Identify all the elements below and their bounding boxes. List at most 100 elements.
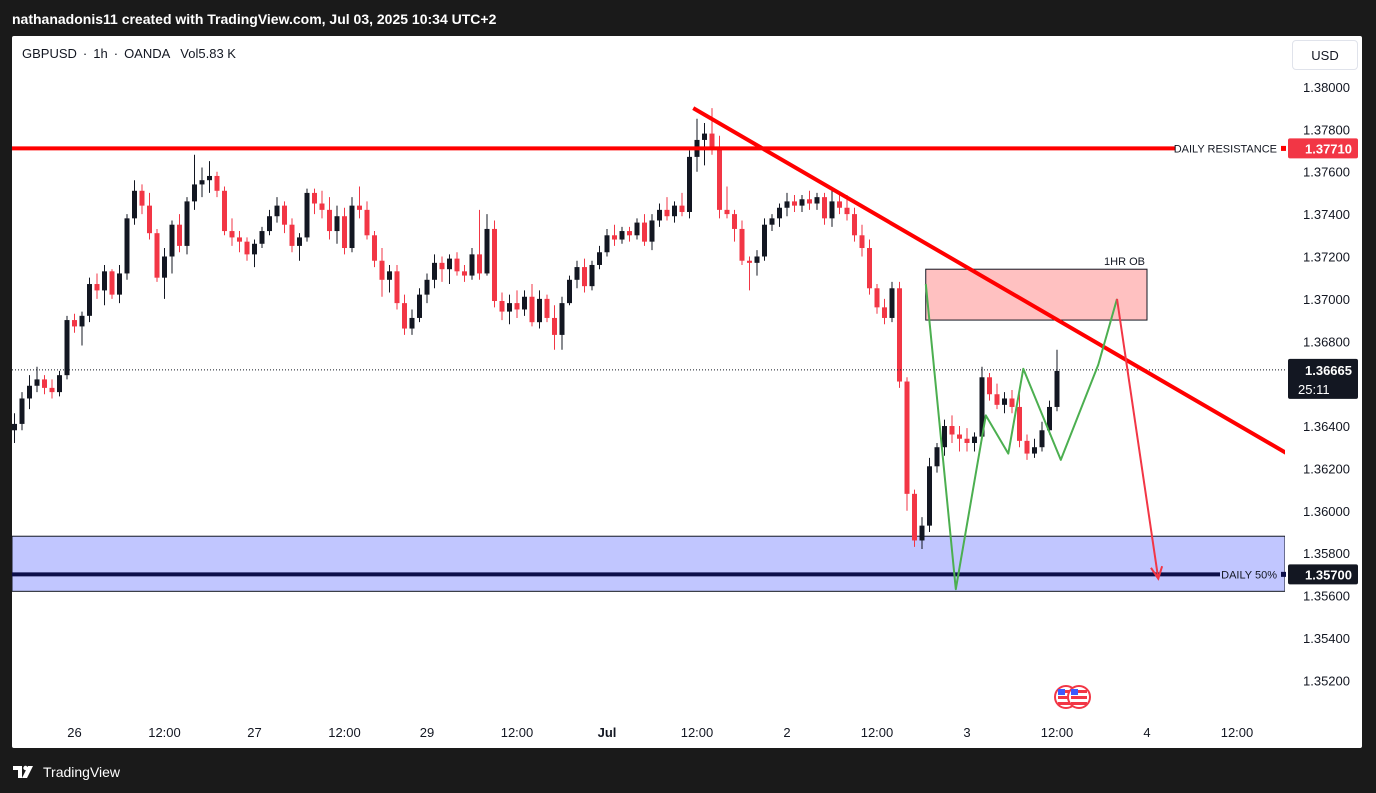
candle-body[interactable] xyxy=(544,298,550,318)
candle-body[interactable] xyxy=(1009,398,1015,407)
candle-body[interactable] xyxy=(229,231,235,238)
candle-body[interactable] xyxy=(117,273,122,295)
candle-body[interactable] xyxy=(1024,440,1030,454)
candle-body[interactable] xyxy=(604,235,610,253)
candle-body[interactable] xyxy=(859,235,865,249)
candle-body[interactable] xyxy=(799,199,805,206)
candle-body[interactable] xyxy=(919,525,925,541)
candle-body[interactable] xyxy=(1039,430,1045,448)
candle-body[interactable] xyxy=(372,235,377,261)
candle-body[interactable] xyxy=(844,207,850,215)
candle-body[interactable] xyxy=(102,271,107,291)
candle-body[interactable] xyxy=(852,214,857,236)
candle-body[interactable] xyxy=(507,303,512,312)
candle-body[interactable] xyxy=(162,256,167,278)
candle-body[interactable] xyxy=(829,201,835,219)
candle-body[interactable] xyxy=(987,377,992,395)
candle-body[interactable] xyxy=(529,296,535,323)
candle-body[interactable] xyxy=(567,279,572,304)
candle-body[interactable] xyxy=(447,258,452,270)
candle-body[interactable] xyxy=(784,201,790,208)
candle-body[interactable] xyxy=(717,148,722,210)
candle-body[interactable] xyxy=(327,209,332,232)
timeframe[interactable]: 1h xyxy=(93,46,108,61)
candle-body[interactable] xyxy=(154,233,160,278)
candle-body[interactable] xyxy=(42,379,47,388)
candle-body[interactable] xyxy=(49,387,55,393)
candle-body[interactable] xyxy=(597,252,602,265)
candle-body[interactable] xyxy=(72,320,77,327)
candle-body[interactable] xyxy=(664,209,670,217)
candle-body[interactable] xyxy=(484,228,490,274)
candle-body[interactable] xyxy=(657,209,662,221)
candle-body[interactable] xyxy=(777,207,782,219)
tradingview-brand[interactable]: TradingView xyxy=(13,764,120,780)
candle-body[interactable] xyxy=(972,436,977,443)
trend-line[interactable] xyxy=(692,106,1334,481)
candle-body[interactable] xyxy=(679,205,685,212)
candle-body[interactable] xyxy=(237,237,242,242)
candle-body[interactable] xyxy=(342,216,347,249)
candle-body[interactable] xyxy=(79,315,85,327)
candle-body[interactable] xyxy=(27,385,32,399)
candle-body[interactable] xyxy=(12,423,17,431)
candle-body[interactable] xyxy=(394,271,400,304)
candle-body[interactable] xyxy=(252,243,257,255)
candle-body[interactable] xyxy=(57,375,62,393)
candle-body[interactable] xyxy=(439,262,445,270)
candle-body[interactable] xyxy=(1002,398,1007,405)
candle-body[interactable] xyxy=(769,218,775,225)
candle-body[interactable] xyxy=(267,216,272,232)
candle-body[interactable] xyxy=(64,320,70,376)
candle-body[interactable] xyxy=(402,303,407,329)
candle-body[interactable] xyxy=(94,284,100,291)
candle-body[interactable] xyxy=(207,175,212,181)
order-block-annotation[interactable]: 1HR OB xyxy=(1104,256,1145,268)
candle-body[interactable] xyxy=(514,303,520,310)
candle-body[interactable] xyxy=(979,377,985,437)
candle-body[interactable] xyxy=(964,438,970,443)
candle-body[interactable] xyxy=(867,248,872,289)
candle-body[interactable] xyxy=(387,271,392,280)
projection-arrow[interactable] xyxy=(1116,298,1160,579)
candle-body[interactable] xyxy=(702,133,707,140)
candle-body[interactable] xyxy=(814,197,820,204)
candle-body[interactable] xyxy=(297,237,302,246)
volume-indicator[interactable]: Vol5.83 K xyxy=(180,46,236,61)
candle-body[interactable] xyxy=(837,201,842,208)
candle-body[interactable] xyxy=(582,267,587,287)
candle-body[interactable] xyxy=(87,284,92,316)
candle-body[interactable] xyxy=(274,205,280,217)
candle-body[interactable] xyxy=(822,197,827,219)
candle-body[interactable] xyxy=(732,214,737,229)
candle-body[interactable] xyxy=(552,317,557,335)
symbol-legend[interactable]: GBPUSD · 1h · OANDA Vol5.83 K xyxy=(22,46,236,61)
candle-body[interactable] xyxy=(574,267,580,280)
candle-body[interactable] xyxy=(109,271,115,295)
candle-body[interactable] xyxy=(319,203,325,210)
candle-body[interactable] xyxy=(709,133,715,149)
candle-body[interactable] xyxy=(1032,447,1037,454)
candle-body[interactable] xyxy=(874,288,880,308)
candle-body[interactable] xyxy=(672,205,677,217)
candle-body[interactable] xyxy=(957,434,962,439)
projection-path[interactable] xyxy=(924,283,1118,591)
candle-body[interactable] xyxy=(379,260,385,280)
candle-body[interactable] xyxy=(289,224,295,246)
candle-body[interactable] xyxy=(177,224,182,246)
candle-body[interactable] xyxy=(312,192,317,204)
candle-body[interactable] xyxy=(882,307,887,318)
candle-body[interactable] xyxy=(927,466,932,526)
symbol-pair[interactable]: GBPUSD xyxy=(22,46,77,61)
candle-body[interactable] xyxy=(469,254,475,276)
candle-body[interactable] xyxy=(169,224,175,257)
candle-body[interactable] xyxy=(612,235,617,240)
candle-body[interactable] xyxy=(334,216,340,232)
candle-body[interactable] xyxy=(409,317,415,329)
candle-body[interactable] xyxy=(124,218,130,274)
candle-body[interactable] xyxy=(739,228,745,261)
candle-body[interactable] xyxy=(132,190,137,219)
candle-body[interactable] xyxy=(214,175,220,191)
candle-body[interactable] xyxy=(139,190,145,206)
